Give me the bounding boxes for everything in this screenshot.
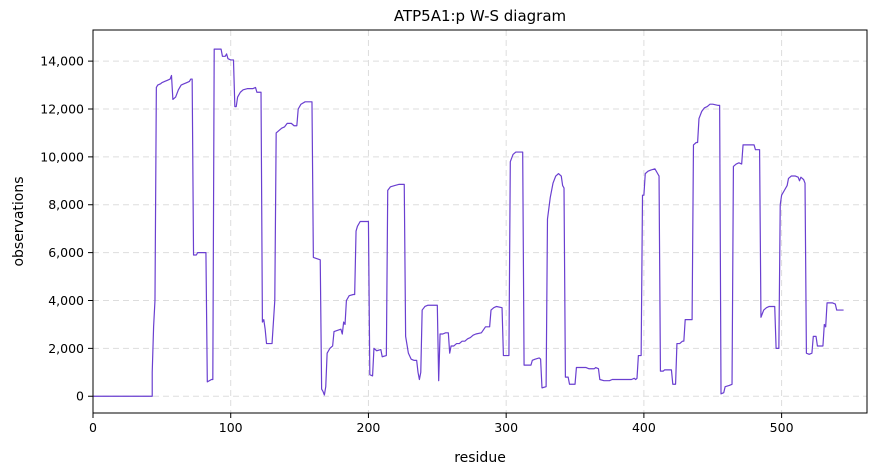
y-tick-label: 12,000 (40, 101, 84, 116)
x-tick-label: 100 (219, 420, 243, 435)
y-tick-label: 0 (76, 389, 84, 404)
grid-lines (92, 30, 867, 413)
series-line (93, 48, 844, 397)
x-tick-label: 300 (494, 420, 518, 435)
x-tick-label: 500 (770, 420, 794, 435)
x-tick-label: 200 (357, 420, 381, 435)
plot-area-frame (92, 29, 868, 414)
y-axis: 0 2,000 4,000 6,000 8,000 10,000 12,000 14,000 (40, 54, 93, 404)
y-tick-label: 6,000 (48, 245, 84, 260)
y-tick-label: 4,000 (48, 293, 84, 308)
y-tick-label: 14,000 (40, 54, 84, 69)
chart-title: ATP5A1:p W-S diagram (394, 7, 566, 25)
y-axis-label: observations (11, 176, 27, 266)
x-tick-label: 0 (89, 420, 97, 435)
y-tick-label: 2,000 (48, 341, 84, 356)
x-axis-label: residue (454, 450, 506, 466)
data-layer (93, 48, 844, 397)
y-tick-label: 8,000 (48, 197, 84, 212)
y-tick-label: 10,000 (40, 149, 84, 164)
x-tick-label: 400 (632, 420, 656, 435)
x-axis: 0 100 200 300 400 500 (89, 413, 794, 435)
